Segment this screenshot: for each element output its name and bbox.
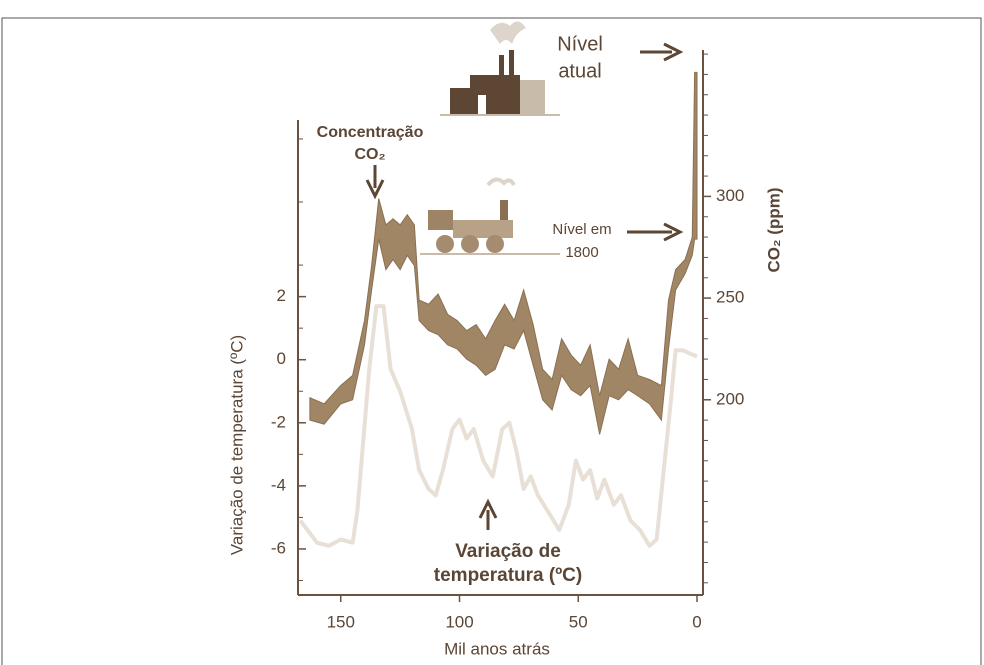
annotation: Variação de (455, 541, 561, 562)
annotation-arrow (640, 44, 680, 60)
train-icon (420, 179, 560, 254)
factory-icon (440, 21, 560, 115)
annotation: temperatura (ºC) (434, 565, 582, 586)
x-axis-label: Mil anos atrás (444, 639, 550, 658)
x-tick-label: 150 (327, 612, 355, 631)
annotation: 1800 (565, 244, 598, 261)
annotation-arrow (480, 502, 496, 530)
y2-tick-label: 250 (716, 288, 744, 307)
x-tick-label: 0 (692, 612, 701, 631)
x-tick-label: 50 (569, 612, 588, 631)
y-axis-label: Variação de temperatura (ºC) (227, 335, 246, 555)
y2-axis-label: CO₂ (ppm) (764, 188, 783, 273)
x-tick-label: 100 (445, 612, 473, 631)
annotation-arrow (367, 165, 383, 196)
y-tick-label: -4 (271, 475, 286, 494)
annotation: atual (558, 60, 601, 82)
y2-tick-label: 300 (716, 186, 744, 205)
y-tick-label: -6 (271, 538, 286, 557)
y2-tick-label: 200 (716, 389, 744, 408)
chart: -6 -4 -2 0 2 200 250 300 150 100 50 0 Mil anos atrás… (0, 0, 984, 665)
annotation-arrow (627, 224, 680, 240)
y-tick-label: 0 (277, 349, 286, 368)
annotation: Concentração (317, 124, 424, 141)
page: -6 -4 -2 0 2 200 250 300 150 100 50 0 Mil anos atrás… (0, 0, 984, 665)
annotation: Nível em (552, 221, 611, 238)
y-tick-label: 2 (277, 286, 286, 305)
y-tick-label: -2 (271, 412, 286, 431)
annotation: CO₂ (354, 146, 385, 163)
annotation: Nível (557, 33, 603, 55)
